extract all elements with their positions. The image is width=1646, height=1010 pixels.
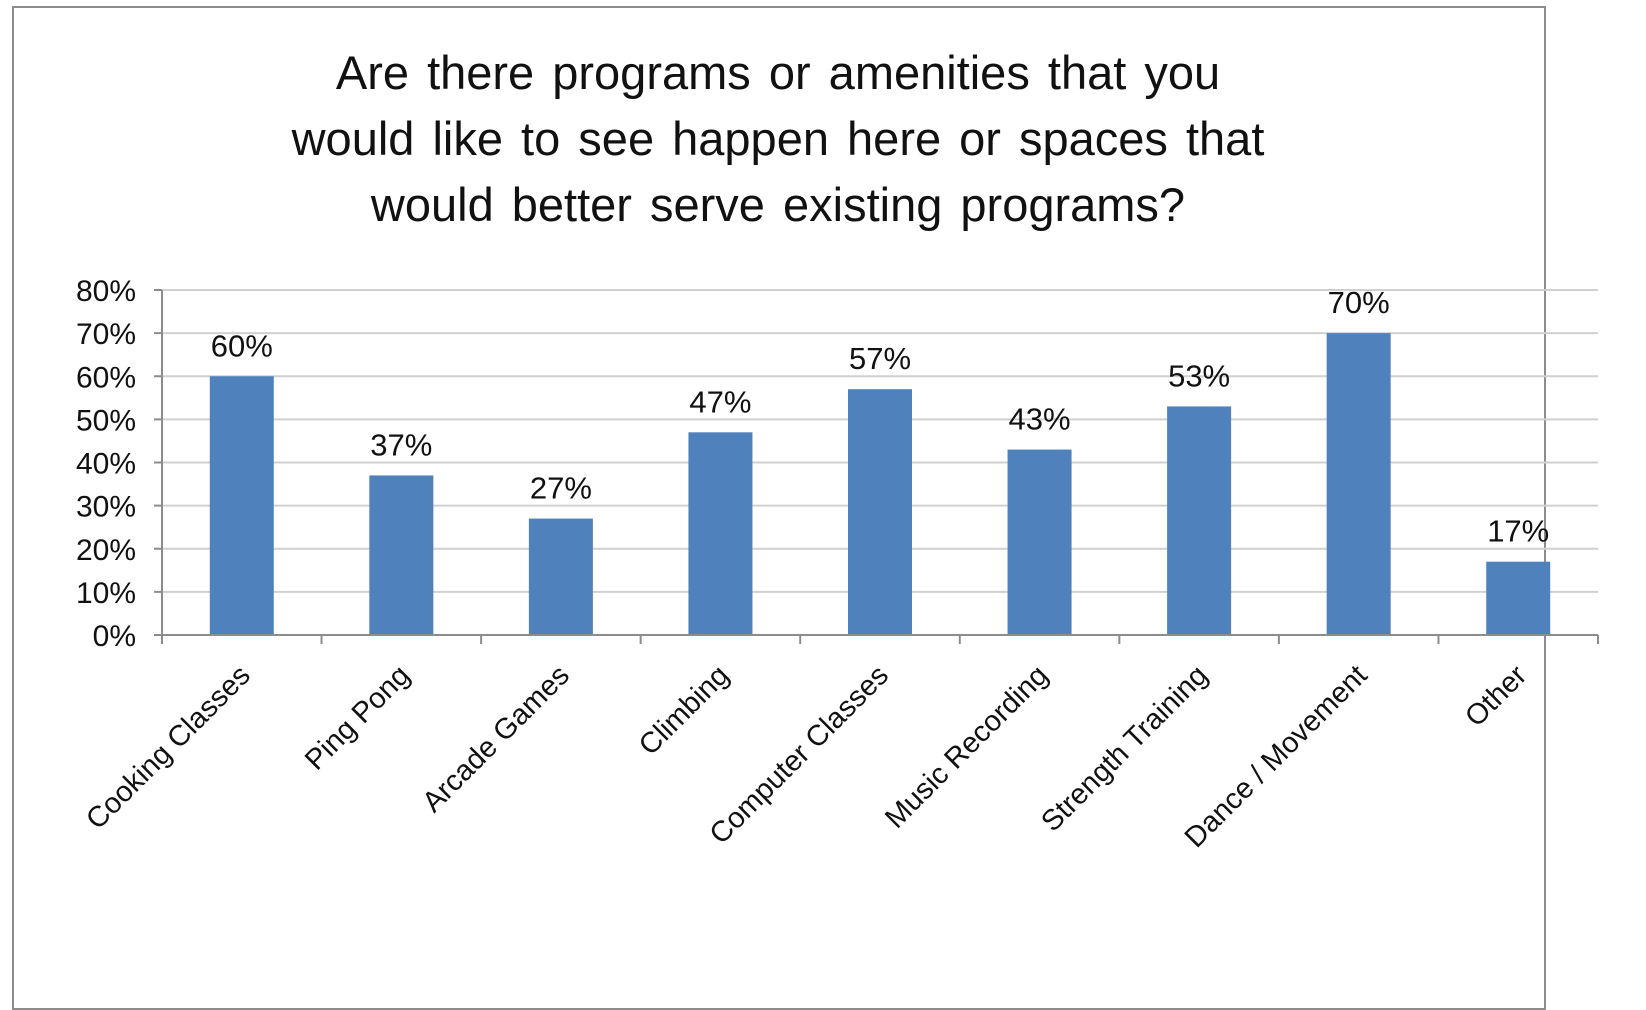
- y-tick-label: 70%: [76, 318, 136, 351]
- category-label: Arcade Games: [416, 659, 575, 818]
- bar: [848, 389, 912, 635]
- data-label: 47%: [689, 384, 751, 419]
- bar: [1486, 562, 1550, 635]
- data-label: 57%: [849, 341, 911, 376]
- category-label: Computer Classes: [704, 659, 895, 850]
- y-tick-label: 0%: [93, 620, 136, 653]
- bar: [529, 519, 593, 635]
- bar: [210, 376, 274, 635]
- y-tick-label: 80%: [76, 275, 136, 308]
- y-tick-label: 60%: [76, 361, 136, 394]
- y-tick-label: 20%: [76, 534, 136, 567]
- bar: [1327, 333, 1391, 635]
- data-label: 17%: [1487, 514, 1549, 549]
- y-tick-label: 10%: [76, 577, 136, 610]
- y-tick-label: 30%: [76, 491, 136, 524]
- bar: [369, 475, 433, 635]
- category-label: Ping Pong: [299, 659, 416, 776]
- data-label: 70%: [1328, 285, 1390, 320]
- bar: [1167, 406, 1231, 635]
- data-label: 37%: [370, 427, 432, 462]
- data-label: 43%: [1009, 402, 1071, 437]
- category-label: Music Recording: [879, 659, 1054, 834]
- data-label: 27%: [530, 471, 592, 506]
- bar: [1008, 450, 1072, 635]
- category-label: Cooking Classes: [80, 659, 257, 836]
- category-label: Climbing: [633, 659, 735, 761]
- category-label: Strength Training: [1035, 659, 1214, 838]
- data-label: 53%: [1168, 358, 1230, 393]
- data-label: 60%: [211, 328, 273, 363]
- bars: [210, 333, 1550, 635]
- category-label: Dance / Movement: [1179, 659, 1374, 854]
- category-label: Other: [1459, 659, 1533, 733]
- y-tick-label: 40%: [76, 448, 136, 481]
- bar: [688, 432, 752, 635]
- bar-chart: 0% 10% 20% 30% 40% 50% 60% 70% 80% 60% Cooking Cla…: [0, 0, 1646, 976]
- y-tick-label: 50%: [76, 404, 136, 437]
